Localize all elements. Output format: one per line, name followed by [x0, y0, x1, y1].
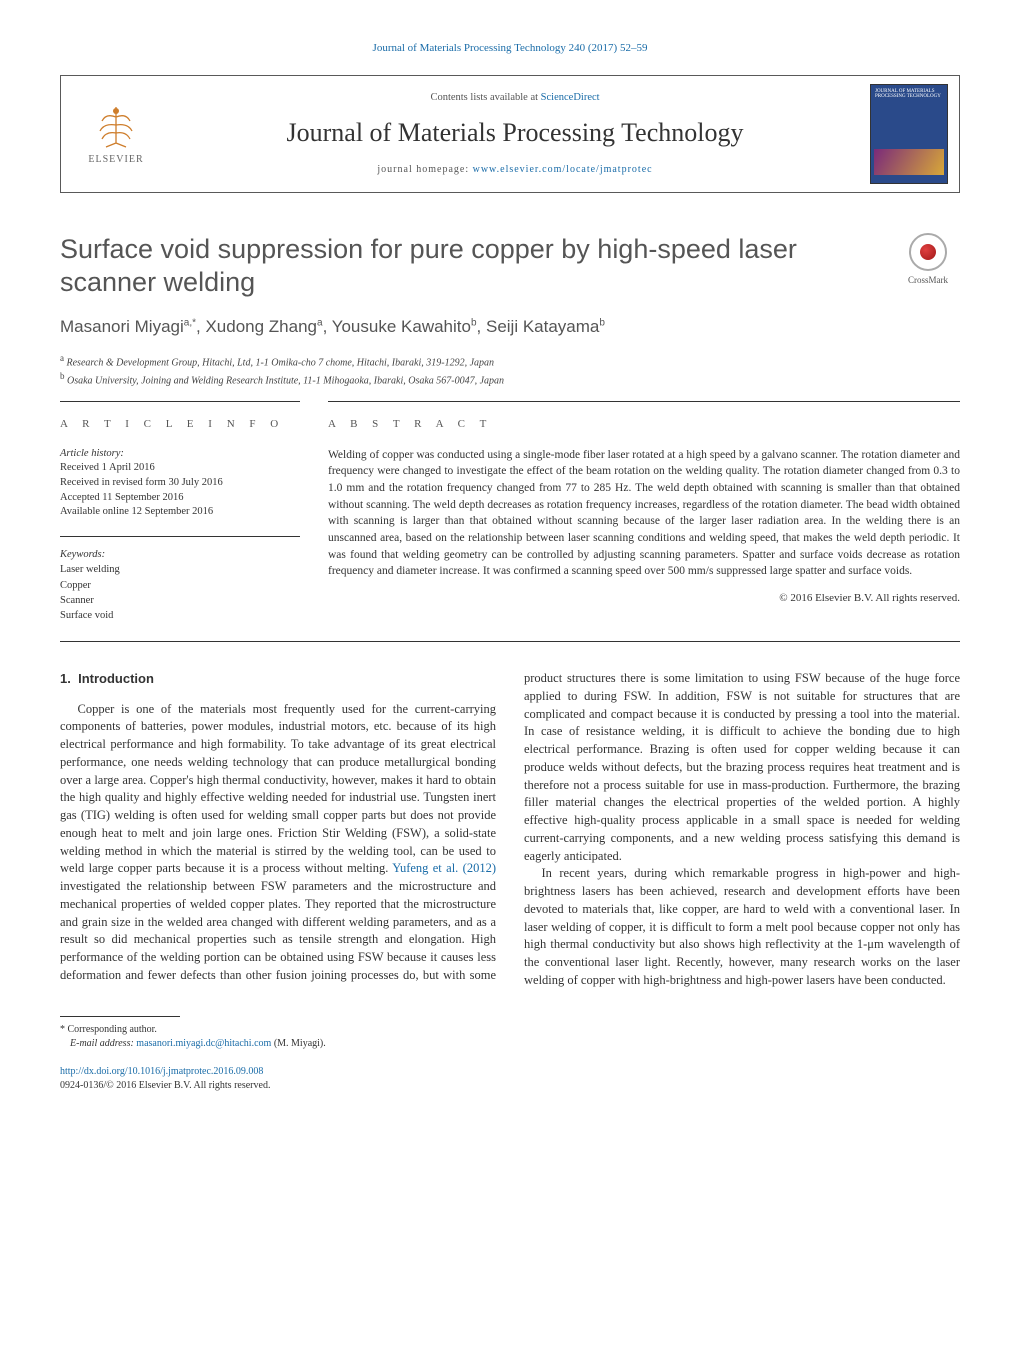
citation-link[interactable]: Yufeng et al. (2012): [392, 861, 496, 875]
body-columns: 1. Introduction Copper is one of the mat…: [60, 670, 960, 990]
affil-text: Osaka University, Joining and Welding Re…: [67, 376, 504, 387]
journal-issue-link[interactable]: Journal of Materials Processing Technolo…: [373, 42, 648, 54]
author-name: Xudong Zhang: [205, 317, 317, 336]
history-line: Available online 12 September 2016: [60, 505, 300, 520]
publisher-name: ELSEVIER: [88, 152, 143, 167]
keyword: Laser welding: [60, 562, 300, 577]
abstract-label: A B S T R A C T: [328, 416, 960, 433]
elsevier-tree-icon: [92, 101, 140, 149]
journal-cover-thumbnail: JOURNAL OF MATERIALS PROCESSING TECHNOLO…: [870, 84, 948, 184]
keyword: Surface void: [60, 608, 300, 623]
crossmark-dot-icon: [920, 244, 936, 260]
history-line: Accepted 11 September 2016: [60, 491, 300, 506]
affiliation: b Osaka University, Joining and Welding …: [60, 370, 960, 389]
keyword: Scanner: [60, 593, 300, 608]
author: Masanori Miyagia,*: [60, 317, 196, 336]
footnote-block: * Corresponding author. E-mail address: …: [60, 1023, 960, 1051]
article-history: Article history: Received 1 April 2016 R…: [60, 447, 300, 520]
author: Yousuke Kawahitob: [332, 317, 477, 336]
author-marks: a: [317, 317, 323, 328]
title-row: Surface void suppression for pure copper…: [60, 233, 960, 301]
abstract-column: A B S T R A C T Welding of copper was co…: [328, 401, 960, 637]
email-link[interactable]: masanori.miyagi.dc@hitachi.com: [136, 1038, 271, 1049]
author-marks: b: [471, 317, 477, 328]
section-divider: [60, 641, 960, 642]
keywords-block: Keywords: Laser welding Copper Scanner S…: [60, 547, 300, 623]
section-heading: 1. Introduction: [60, 670, 496, 688]
author-name: Masanori Miyagi: [60, 317, 184, 336]
contents-prefix: Contents lists available at: [430, 92, 540, 103]
cover-title-text: JOURNAL OF MATERIALS PROCESSING TECHNOLO…: [875, 89, 943, 100]
header-center: Contents lists available at ScienceDirec…: [171, 76, 859, 192]
homepage-line: journal homepage: www.elsevier.com/locat…: [377, 162, 652, 177]
corresponding-author: * Corresponding author.: [60, 1023, 960, 1037]
doi-link[interactable]: http://dx.doi.org/10.1016/j.jmatprotec.2…: [60, 1066, 263, 1077]
cover-band-icon: [874, 149, 944, 175]
affil-text: Research & Development Group, Hitachi, L…: [67, 357, 495, 368]
history-heading: Article history:: [60, 447, 300, 462]
author-name: Seiji Katayama: [486, 317, 599, 336]
publisher-logo-cell: ELSEVIER: [61, 76, 171, 192]
authors-line: Masanori Miyagia,*, Xudong Zhanga, Yousu…: [60, 314, 960, 340]
keywords-heading: Keywords:: [60, 547, 300, 562]
info-abstract-row: A R T I C L E I N F O Article history: R…: [60, 401, 960, 637]
sciencedirect-link[interactable]: ScienceDirect: [541, 92, 600, 103]
affiliation: a Research & Development Group, Hitachi,…: [60, 352, 960, 371]
author-marks: b: [599, 317, 605, 328]
history-line: Received in revised form 30 July 2016: [60, 476, 300, 491]
top-journal-link: Journal of Materials Processing Technolo…: [60, 40, 960, 57]
author: Xudong Zhanga: [205, 317, 322, 336]
crossmark-circle-icon: [909, 233, 947, 271]
affil-mark: b: [60, 371, 65, 381]
history-line: Received 1 April 2016: [60, 461, 300, 476]
homepage-prefix: journal homepage:: [377, 164, 472, 175]
keyword: Copper: [60, 578, 300, 593]
email-label: E-mail address:: [70, 1038, 136, 1049]
contents-lists-line: Contents lists available at ScienceDirec…: [430, 90, 599, 106]
article-title: Surface void suppression for pure copper…: [60, 233, 880, 301]
divider: [60, 536, 300, 537]
crossmark-badge[interactable]: CrossMark: [896, 233, 960, 288]
doi-block: http://dx.doi.org/10.1016/j.jmatprotec.2…: [60, 1065, 960, 1093]
affiliations: a Research & Development Group, Hitachi,…: [60, 352, 960, 390]
cover-thumbnail-cell: JOURNAL OF MATERIALS PROCESSING TECHNOLO…: [859, 76, 959, 192]
affil-mark: a: [60, 353, 64, 363]
abstract-text: Welding of copper was conducted using a …: [328, 447, 960, 580]
email-who: (M. Miyagi).: [271, 1038, 325, 1049]
issn-copyright: 0924-0136/© 2016 Elsevier B.V. All right…: [60, 1080, 270, 1091]
copyright-line: © 2016 Elsevier B.V. All rights reserved…: [328, 590, 960, 607]
section-number: 1.: [60, 671, 71, 686]
article-info-column: A R T I C L E I N F O Article history: R…: [60, 401, 300, 637]
section-title: Introduction: [78, 671, 154, 686]
paragraph-text: Copper is one of the materials most freq…: [60, 702, 496, 876]
footnote-rule: [60, 1016, 180, 1017]
crossmark-label: CrossMark: [908, 274, 948, 288]
homepage-link[interactable]: www.elsevier.com/locate/jmatprotec: [473, 164, 653, 175]
author: Seiji Katayamab: [486, 317, 605, 336]
author-marks: a,*: [184, 317, 196, 328]
article-info-label: A R T I C L E I N F O: [60, 416, 300, 433]
author-name: Yousuke Kawahito: [332, 317, 471, 336]
journal-header-box: ELSEVIER Contents lists available at Sci…: [60, 75, 960, 193]
email-line: E-mail address: masanori.miyagi.dc@hitac…: [60, 1037, 960, 1051]
journal-name: Journal of Materials Processing Technolo…: [287, 113, 744, 152]
body-paragraph: In recent years, during which remarkable…: [524, 865, 960, 989]
